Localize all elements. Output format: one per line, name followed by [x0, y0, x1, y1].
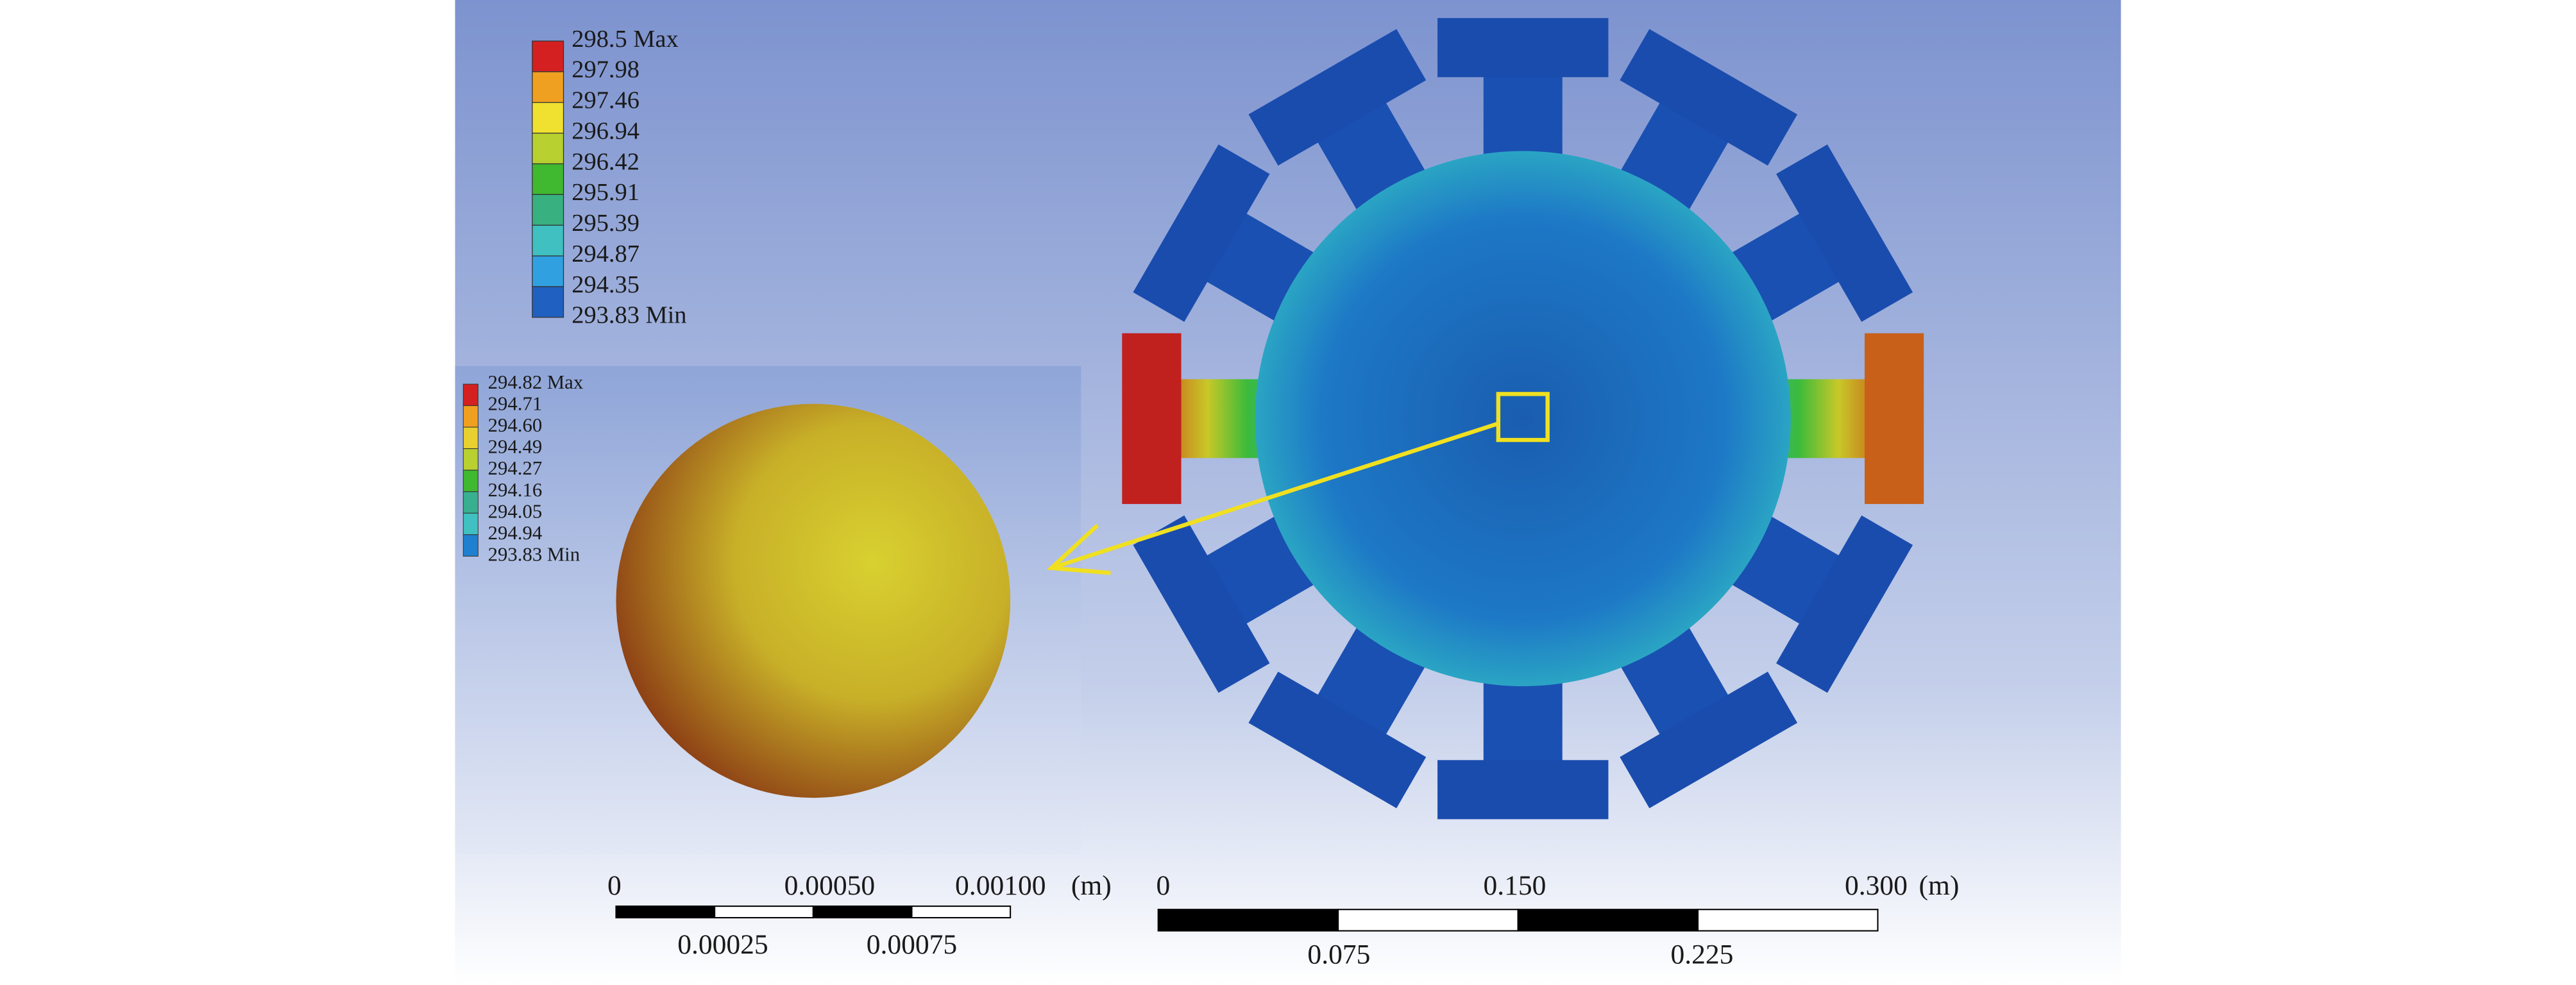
scale-segment	[1337, 909, 1519, 932]
scale-segment	[911, 905, 1012, 919]
legend-label: 295.91	[572, 179, 640, 206]
legend-label: 294.49	[488, 436, 543, 458]
legend-label: 294.05	[488, 500, 543, 522]
legend-label: 294.87	[572, 240, 640, 267]
legend-label: 294.16	[488, 479, 543, 501]
scale-label: 0.150	[1483, 870, 1546, 901]
legend-label: 294.60	[488, 414, 543, 436]
legend-swatch	[462, 469, 479, 492]
legend-label: 294.82 Max	[488, 371, 584, 393]
legend-swatch	[462, 491, 479, 514]
tooth-cap	[1776, 515, 1913, 693]
scale-label: 0.00075	[867, 929, 957, 960]
scale-label: 0.075	[1307, 939, 1370, 970]
legend-label: 296.42	[572, 148, 640, 175]
legend-swatch	[462, 405, 479, 428]
legend-swatch	[532, 224, 564, 257]
tooth-cap	[1122, 333, 1182, 504]
scale-segment	[1697, 909, 1879, 932]
rotor	[1122, 18, 1924, 820]
tooth-cap	[1133, 515, 1270, 693]
scale-label: 0	[1156, 870, 1170, 901]
tooth-cap	[1620, 29, 1798, 166]
scale-label: 0.300	[1845, 870, 1908, 901]
legend-swatch	[462, 383, 479, 407]
scale-unit: (m)	[1071, 870, 1112, 901]
legend-label: 293.83 Min	[572, 302, 686, 329]
rotor-core	[1255, 151, 1791, 687]
legend-swatch	[532, 40, 564, 72]
legend-label: 297.98	[572, 56, 640, 83]
legend-swatch	[532, 102, 564, 134]
legend-label: 294.94	[488, 522, 543, 544]
legend-label: 298.5 Max	[572, 26, 678, 53]
legend-swatch	[532, 132, 564, 165]
legend-label: 294.27	[488, 457, 543, 479]
tooth-cap	[1248, 29, 1427, 166]
legend-swatch	[532, 286, 564, 318]
tooth-cap	[1133, 144, 1270, 322]
legend-swatch	[532, 194, 564, 226]
tooth-cap	[1437, 760, 1609, 820]
scale-unit: (m)	[1919, 870, 1960, 901]
tooth-cap	[1864, 333, 1924, 504]
tooth-cap	[1248, 671, 1427, 809]
scale-label: 0.00025	[677, 929, 768, 960]
legend-label: 294.71	[488, 393, 543, 415]
legend-swatch	[532, 71, 564, 103]
tooth-cap	[1437, 18, 1609, 78]
scale-label: 0.00050	[784, 870, 875, 901]
annotations: 298.5 Max 297.98 297.46 296.94 296.42 295.91 2…	[462, 26, 1960, 970]
tooth-cap	[1620, 671, 1798, 809]
legend-label: 297.46	[572, 87, 640, 114]
scale-label: 0	[607, 870, 622, 901]
scale-segment	[714, 905, 814, 919]
legend-label: 295.39	[572, 210, 640, 237]
legend-swatch	[532, 255, 564, 287]
zoom-box	[1496, 392, 1550, 442]
scale-segment	[812, 905, 913, 919]
legend-swatch	[462, 448, 479, 471]
scale-segment	[1517, 909, 1699, 932]
scale-label: 0.00100	[955, 870, 1046, 901]
legend-label: 293.83 Min	[488, 543, 580, 565]
legend-swatch	[462, 426, 479, 450]
callout-line	[1051, 421, 1499, 570]
callout-arrow	[1046, 523, 1111, 575]
scale-label: 0.225	[1670, 939, 1733, 970]
legend-swatch	[462, 534, 479, 557]
particle-sphere	[616, 403, 1011, 798]
scale-segment	[1157, 909, 1339, 932]
legend-swatch	[462, 512, 479, 535]
tooth-cap	[1776, 144, 1913, 322]
legend-label: 294.35	[572, 271, 640, 298]
scale-segment	[615, 905, 716, 919]
legend-label: 296.94	[572, 117, 640, 144]
legend-swatch	[532, 163, 564, 196]
